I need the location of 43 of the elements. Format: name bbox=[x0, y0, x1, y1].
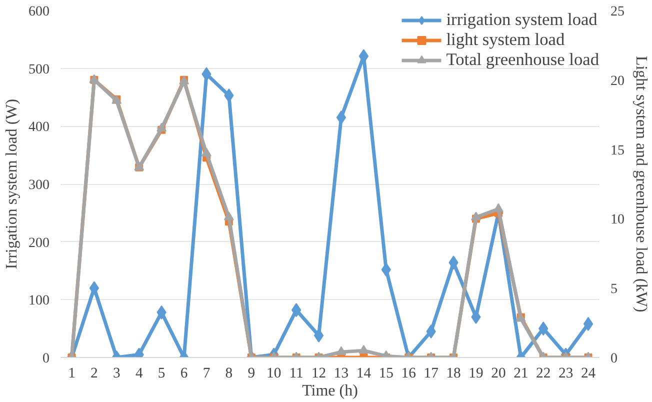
x-tick-label: 14 bbox=[356, 366, 372, 382]
x-tick-label: 16 bbox=[401, 366, 416, 382]
x-tick-label: 12 bbox=[311, 366, 326, 382]
x-tick-label: 5 bbox=[158, 366, 166, 382]
y-tick-label: 200 bbox=[28, 236, 50, 251]
x-tick-label: 7 bbox=[202, 366, 210, 382]
x-tick-label: 17 bbox=[424, 366, 438, 382]
y-tick-label: 0 bbox=[42, 352, 50, 366]
y2-tick-label: 5 bbox=[610, 282, 618, 298]
x-tick-label: 11 bbox=[289, 366, 304, 382]
legend-label: Total greenhouse load bbox=[446, 50, 599, 70]
x-tick-label: 4 bbox=[135, 366, 144, 382]
x-tick-label: 9 bbox=[248, 366, 256, 382]
y-tick-label: 100 bbox=[28, 294, 50, 309]
x-tick-label: 19 bbox=[468, 366, 484, 382]
x-tick-label: 21 bbox=[514, 366, 528, 382]
x-tick-label: 10 bbox=[266, 366, 282, 382]
x-tick-label: 6 bbox=[180, 366, 188, 382]
x-tick-label: 13 bbox=[334, 366, 349, 382]
y-tick-label: 300 bbox=[28, 178, 50, 193]
x-tick-label: 8 bbox=[225, 366, 233, 382]
y2-tick-label: 20 bbox=[610, 74, 624, 89]
legend-label: irrigation system load bbox=[446, 10, 598, 30]
y-tick-label: 400 bbox=[28, 120, 50, 136]
y2-tick-label: 0 bbox=[610, 352, 618, 366]
y-tick-label: 500 bbox=[28, 62, 50, 78]
y2-tick-label: 25 bbox=[610, 4, 624, 20]
x-tick-label: 2 bbox=[90, 366, 98, 382]
y2-tick-label: 10 bbox=[610, 212, 624, 228]
x-tick-label: 1 bbox=[68, 366, 76, 382]
y-axis-title: Irrigation system load (W) bbox=[4, 98, 20, 270]
legend-label: light system load bbox=[446, 30, 565, 50]
y2-tick-label: 15 bbox=[610, 143, 624, 158]
x-tick-label: 3 bbox=[112, 366, 120, 382]
x-axis-title: Time (h) bbox=[302, 382, 358, 400]
y2-axis-title: Light system and greenhouse load (kW) bbox=[632, 56, 650, 312]
x-tick-label: 24 bbox=[580, 366, 596, 382]
x-tick-label: 15 bbox=[378, 366, 394, 382]
y-tick-label: 600 bbox=[28, 4, 50, 20]
x-tick-label: 20 bbox=[491, 366, 506, 382]
x-tick-label: 22 bbox=[536, 366, 551, 382]
x-tick-label: 23 bbox=[558, 366, 574, 382]
x-tick-label: 18 bbox=[446, 366, 461, 382]
